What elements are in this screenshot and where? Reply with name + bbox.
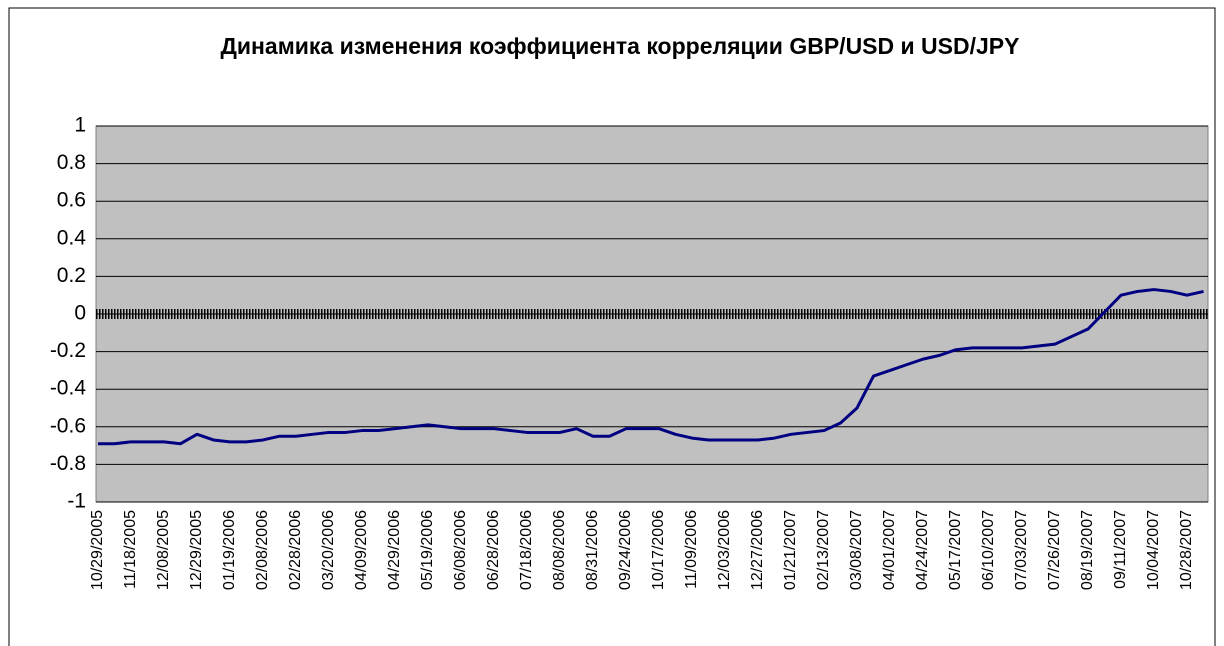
x-tick-label: 12/27/2006 — [749, 510, 766, 590]
x-tick-label: 11/09/2006 — [683, 510, 700, 589]
y-tick-label: -0.8 — [50, 452, 86, 475]
x-tick-label: 08/08/2006 — [551, 510, 568, 590]
y-tick-label: -1 — [67, 490, 86, 513]
x-tick-label: 03/08/2007 — [848, 510, 865, 590]
y-tick-label: 0.8 — [57, 151, 86, 174]
x-tick-label: 01/21/2007 — [782, 510, 799, 590]
x-tick-label: 07/26/2007 — [1046, 510, 1063, 590]
x-tick-label: 12/29/2005 — [188, 510, 205, 590]
x-tick-label: 04/09/2006 — [353, 510, 370, 590]
x-tick-label: 06/08/2006 — [452, 510, 469, 590]
x-tick-label: 01/19/2006 — [221, 510, 238, 590]
x-tick-label: 10/29/2005 — [89, 510, 106, 590]
y-tick-label: -0.6 — [50, 414, 86, 437]
x-tick-label: 02/13/2007 — [815, 510, 832, 590]
x-tick-label: 10/04/2007 — [1145, 510, 1162, 590]
x-tick-label: 08/19/2007 — [1079, 510, 1096, 590]
x-tick-label: 12/08/2005 — [155, 510, 172, 590]
y-tick-label: -0.2 — [50, 339, 86, 362]
x-tick-label: 07/18/2006 — [518, 510, 535, 590]
y-tick-label: 0.4 — [57, 226, 87, 249]
x-tick-label: 05/17/2007 — [947, 510, 964, 590]
x-tick-label: 06/28/2006 — [485, 510, 502, 590]
data-line — [98, 288, 1204, 446]
x-tick-label: 08/31/2006 — [584, 510, 601, 590]
chart-title: Динамика изменения коэффициента корреляц… — [220, 33, 1020, 59]
x-tick-label: 12/03/2006 — [716, 510, 733, 590]
x-tick-label: 04/24/2007 — [914, 510, 931, 590]
x-tick-label: 11/18/2005 — [122, 510, 139, 589]
x-tick-label: 07/03/2007 — [1013, 510, 1030, 590]
x-tick-label: 06/10/2007 — [980, 510, 997, 590]
x-tick-label: 09/11/2007 — [1112, 510, 1129, 589]
y-tick-label: 0.6 — [57, 189, 86, 212]
x-tick-label: 02/28/2006 — [287, 510, 304, 590]
x-tick-label: 04/29/2006 — [386, 510, 403, 590]
x-tick-label: 02/08/2006 — [254, 510, 271, 590]
x-tick-label: 09/24/2006 — [617, 510, 634, 590]
y-tick-label: -0.4 — [50, 377, 87, 400]
x-tick-label: 10/28/2007 — [1178, 510, 1195, 590]
x-tick-label: 10/17/2006 — [650, 510, 667, 590]
x-tick-label: 04/01/2007 — [881, 510, 898, 590]
x-tick-label: 03/20/2006 — [320, 510, 337, 590]
y-tick-label: 0 — [74, 302, 86, 325]
y-tick-label: 0.2 — [57, 264, 86, 287]
y-tick-label: 1 — [74, 114, 86, 137]
x-tick-label: 05/19/2006 — [419, 510, 436, 590]
